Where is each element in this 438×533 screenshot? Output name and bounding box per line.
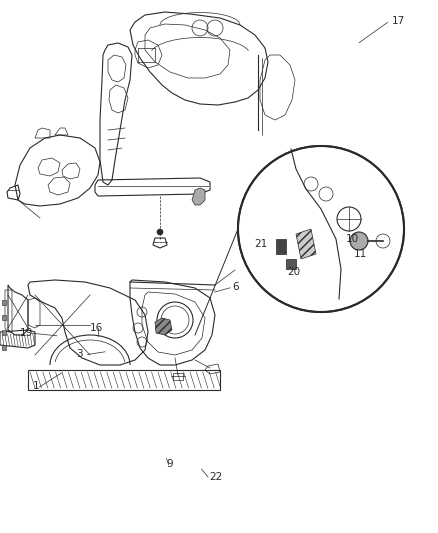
Polygon shape (192, 188, 205, 205)
Text: 17: 17 (392, 17, 405, 26)
Text: 20: 20 (287, 267, 300, 277)
Polygon shape (2, 315, 6, 320)
Circle shape (239, 147, 403, 311)
Polygon shape (286, 259, 296, 269)
Text: 10: 10 (346, 234, 359, 244)
Circle shape (157, 229, 163, 235)
Text: 3: 3 (77, 350, 83, 359)
Text: 6: 6 (232, 282, 239, 292)
Text: 9: 9 (166, 459, 173, 469)
Polygon shape (2, 345, 6, 350)
Text: 22: 22 (209, 472, 223, 482)
Polygon shape (2, 330, 6, 335)
Polygon shape (2, 300, 6, 305)
Text: 21: 21 (254, 239, 267, 249)
Text: 16: 16 (90, 323, 103, 333)
Polygon shape (296, 229, 316, 259)
Polygon shape (155, 318, 172, 335)
Polygon shape (276, 239, 286, 254)
Circle shape (350, 232, 368, 250)
Text: 1: 1 (33, 382, 39, 391)
Text: 11: 11 (354, 249, 367, 259)
Text: 19: 19 (20, 328, 33, 338)
